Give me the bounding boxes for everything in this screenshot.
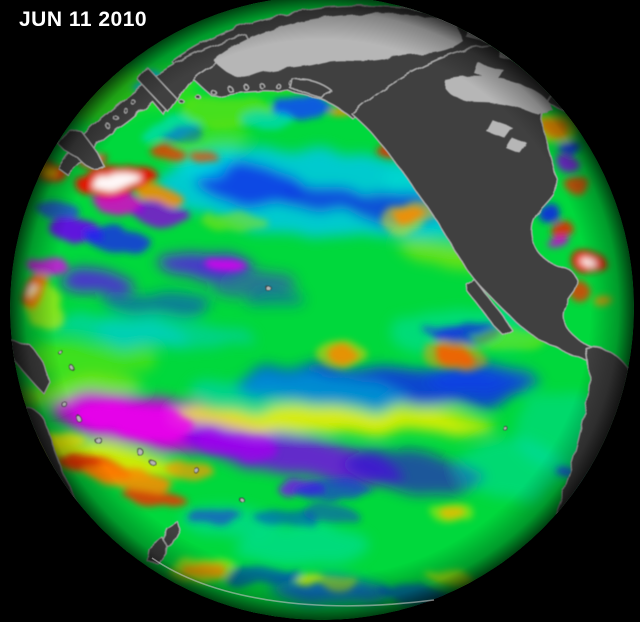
limb-shading [10, 0, 634, 620]
date-label: JUN 11 2010 [19, 8, 148, 31]
globe-edge-highlight [151, 557, 435, 607]
globe-disc [10, 0, 634, 620]
